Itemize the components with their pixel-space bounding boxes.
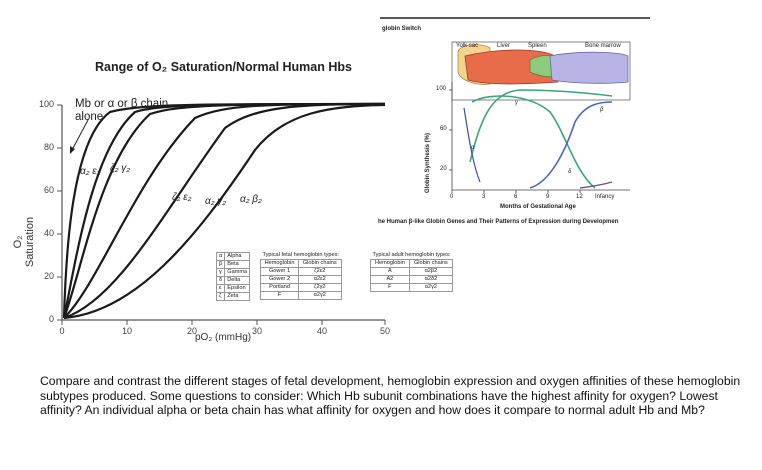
gs-xtick-3: 3 — [482, 194, 486, 200]
gs-xtick-infancy: Infancy — [595, 194, 615, 200]
x-tick-10: 10 — [121, 326, 132, 336]
x-tick-40: 40 — [316, 326, 327, 336]
y-tick-100: 100 — [38, 99, 54, 109]
gamma-curve — [471, 95, 596, 189]
fetal-hemoglobin-table: Typical fetal hemoglobin types: Hemoglob… — [259, 252, 342, 300]
oxygen-saturation-chart — [57, 102, 386, 325]
globin-switch-caption: he Human β-like Globin Genes and Their P… — [378, 219, 619, 225]
adult-hemoglobin-table: Typical adult hemoglobin types: Hemoglob… — [370, 252, 454, 292]
alpha-label: α — [471, 145, 475, 151]
y-axis-label: O₂ Saturation — [12, 216, 36, 268]
gamma-label: γ — [515, 100, 518, 106]
site-spleen: Spleen — [528, 43, 547, 49]
gs-xtick-12: 12 — [576, 194, 583, 200]
curve-a2b2 — [63, 103, 386, 320]
chart-title: Range of O₂ Saturation/Normal Human Hbs — [95, 60, 352, 74]
curve-label-z2g2: ζ₂ γ₂ — [110, 163, 131, 174]
site-bone-marrow: Bone marrow — [585, 43, 621, 49]
y-tick-40: 40 — [43, 228, 54, 238]
alpha-curve — [469, 89, 613, 163]
globin-switch-figure — [380, 17, 650, 193]
curve-label-a2g2: α₂ γ₂ — [205, 196, 227, 207]
x-axis-label: pO₂ (mmHg) — [195, 332, 252, 343]
x-tick-0: 0 — [59, 326, 65, 336]
curve-z2e2 — [63, 102, 386, 319]
gs-xlabel: Months of Gestational Age — [500, 204, 576, 210]
curve-label-a2b2: α₂ β₂ — [240, 194, 262, 205]
delta-curve — [579, 181, 613, 189]
y-tick-80: 80 — [43, 142, 54, 152]
gs-ytick-60: 60 — [440, 126, 447, 132]
epsilon-curve — [463, 107, 481, 183]
bone-marrow-shape — [549, 51, 629, 84]
site-liver: Liver — [497, 43, 511, 49]
curve-label-a2e2: α₂ ε₂ — [80, 166, 101, 177]
delta-label: δ — [568, 169, 572, 175]
y-tick-20: 20 — [43, 271, 54, 281]
gs-ytick-100: 100 — [436, 86, 447, 92]
curve-label-z2e2: ζ₂ ε₂ — [172, 192, 192, 203]
curve-label-mb: Mb or α or β chain alone — [75, 98, 169, 123]
x-tick-50: 50 — [379, 326, 390, 336]
globin-ylabel: Globin Synthesis (%) — [425, 132, 432, 194]
gs-ytick-20: 20 — [440, 166, 447, 172]
beta-label: β — [600, 107, 604, 113]
gs-xtick-9: 9 — [546, 194, 550, 200]
gs-xtick-6: 6 — [514, 194, 518, 200]
x-tick-20: 20 — [186, 326, 197, 336]
x-tick-30: 30 — [251, 326, 262, 336]
mb-arrow — [71, 119, 89, 151]
site-yolk-sac: Yolk sac — [456, 43, 479, 49]
curve-a2g2 — [63, 102, 386, 320]
y-tick-0: 0 — [48, 314, 54, 324]
beta-curve — [529, 101, 613, 189]
question-text: Compare and contrast the different stage… — [40, 374, 741, 418]
globin-legend-table: α Alpha β Beta γ Gamma δ Delta ε Epsilon ζ Zet… — [215, 252, 251, 301]
globin-switch-title: globin Switch — [382, 26, 421, 32]
y-tick-60: 60 — [43, 185, 54, 195]
gs-xtick-0: 0 — [450, 194, 454, 200]
